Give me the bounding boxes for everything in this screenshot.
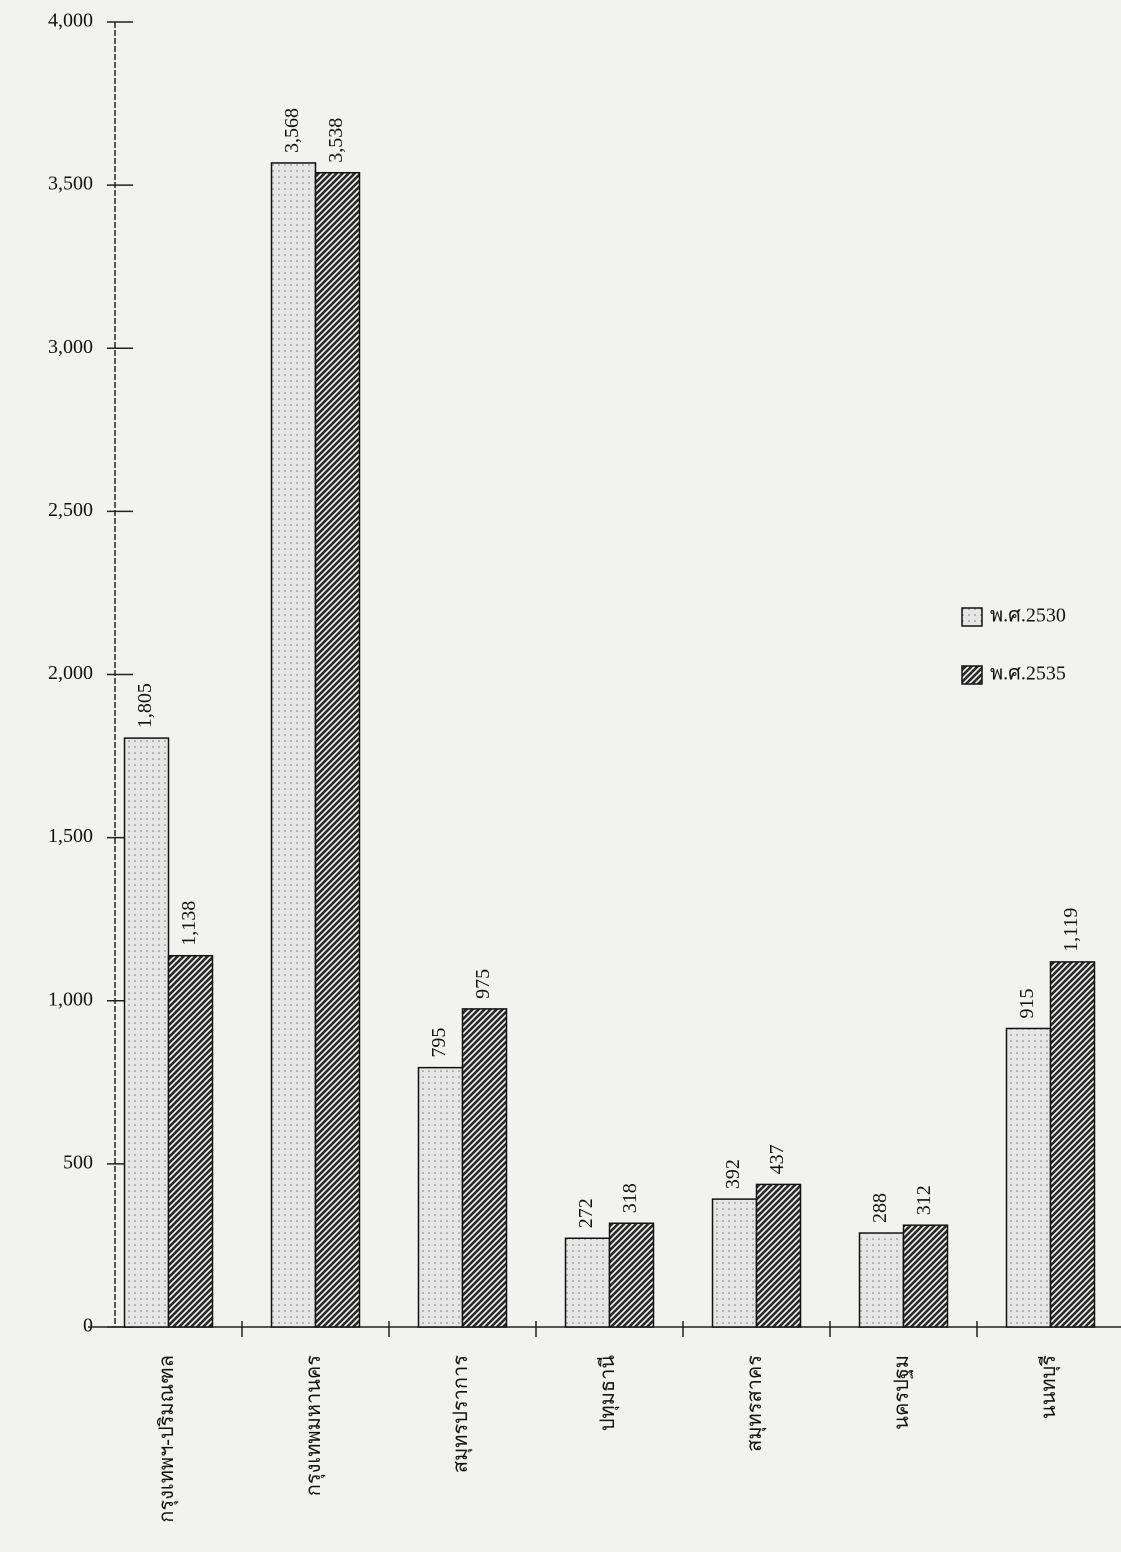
value-label: 312	[913, 1185, 935, 1215]
value-label: 318	[619, 1183, 641, 1213]
bar	[314, 171, 361, 1328]
y-tick-label: 500	[63, 1151, 93, 1173]
y-tick-label: 1,000	[48, 988, 93, 1010]
legend-swatch	[961, 607, 983, 627]
value-label: 272	[575, 1198, 597, 1228]
x-tick-label: สมุทรปราการ	[450, 1355, 473, 1473]
bar	[167, 954, 214, 1328]
y-tick-label: 3,500	[48, 173, 93, 195]
y-tick-label: 1,500	[48, 825, 93, 847]
bar	[858, 1232, 905, 1328]
x-tick-label: กรุงเทพมหานคร	[303, 1355, 326, 1496]
value-label: 437	[766, 1144, 788, 1174]
x-tick-label: นครปฐม	[891, 1355, 913, 1430]
bar	[417, 1066, 464, 1328]
bar	[608, 1222, 655, 1328]
value-label: 3,538	[325, 118, 347, 163]
legend-swatch	[961, 665, 983, 685]
x-tick-label: ปทุมธานี	[597, 1355, 620, 1432]
x-tick-label: นนทบุรี	[1038, 1355, 1061, 1419]
y-tick-label: 2,000	[48, 662, 93, 684]
bar	[564, 1237, 611, 1328]
bar	[711, 1198, 758, 1328]
legend-label: พ.ศ.2530	[990, 605, 1066, 627]
value-label: 795	[428, 1028, 450, 1058]
value-label: 975	[472, 969, 494, 999]
value-label: 1,138	[178, 901, 200, 946]
legend-label: พ.ศ.2535	[990, 663, 1066, 685]
value-label: 3,568	[281, 108, 303, 153]
bar	[461, 1008, 508, 1328]
y-tick-label: 3,000	[48, 336, 93, 358]
value-label: 915	[1016, 988, 1038, 1018]
value-label: 1,805	[134, 683, 156, 728]
bar	[1005, 1027, 1052, 1328]
value-label: 288	[869, 1193, 891, 1223]
bar	[123, 737, 170, 1328]
x-tick-label: สมุทรสาคร	[744, 1355, 767, 1452]
y-tick-label: 0	[83, 1315, 93, 1337]
value-label: 392	[722, 1159, 744, 1189]
bar	[755, 1183, 802, 1328]
bar	[270, 162, 317, 1328]
bar	[902, 1224, 949, 1328]
bar	[1049, 961, 1096, 1328]
y-tick-label: 4,000	[48, 10, 93, 32]
x-tick-label: กรุงเทพฯ-ปริมณฑล	[156, 1355, 179, 1523]
y-tick-label: 2,500	[48, 499, 93, 521]
value-label: 1,119	[1060, 908, 1082, 952]
